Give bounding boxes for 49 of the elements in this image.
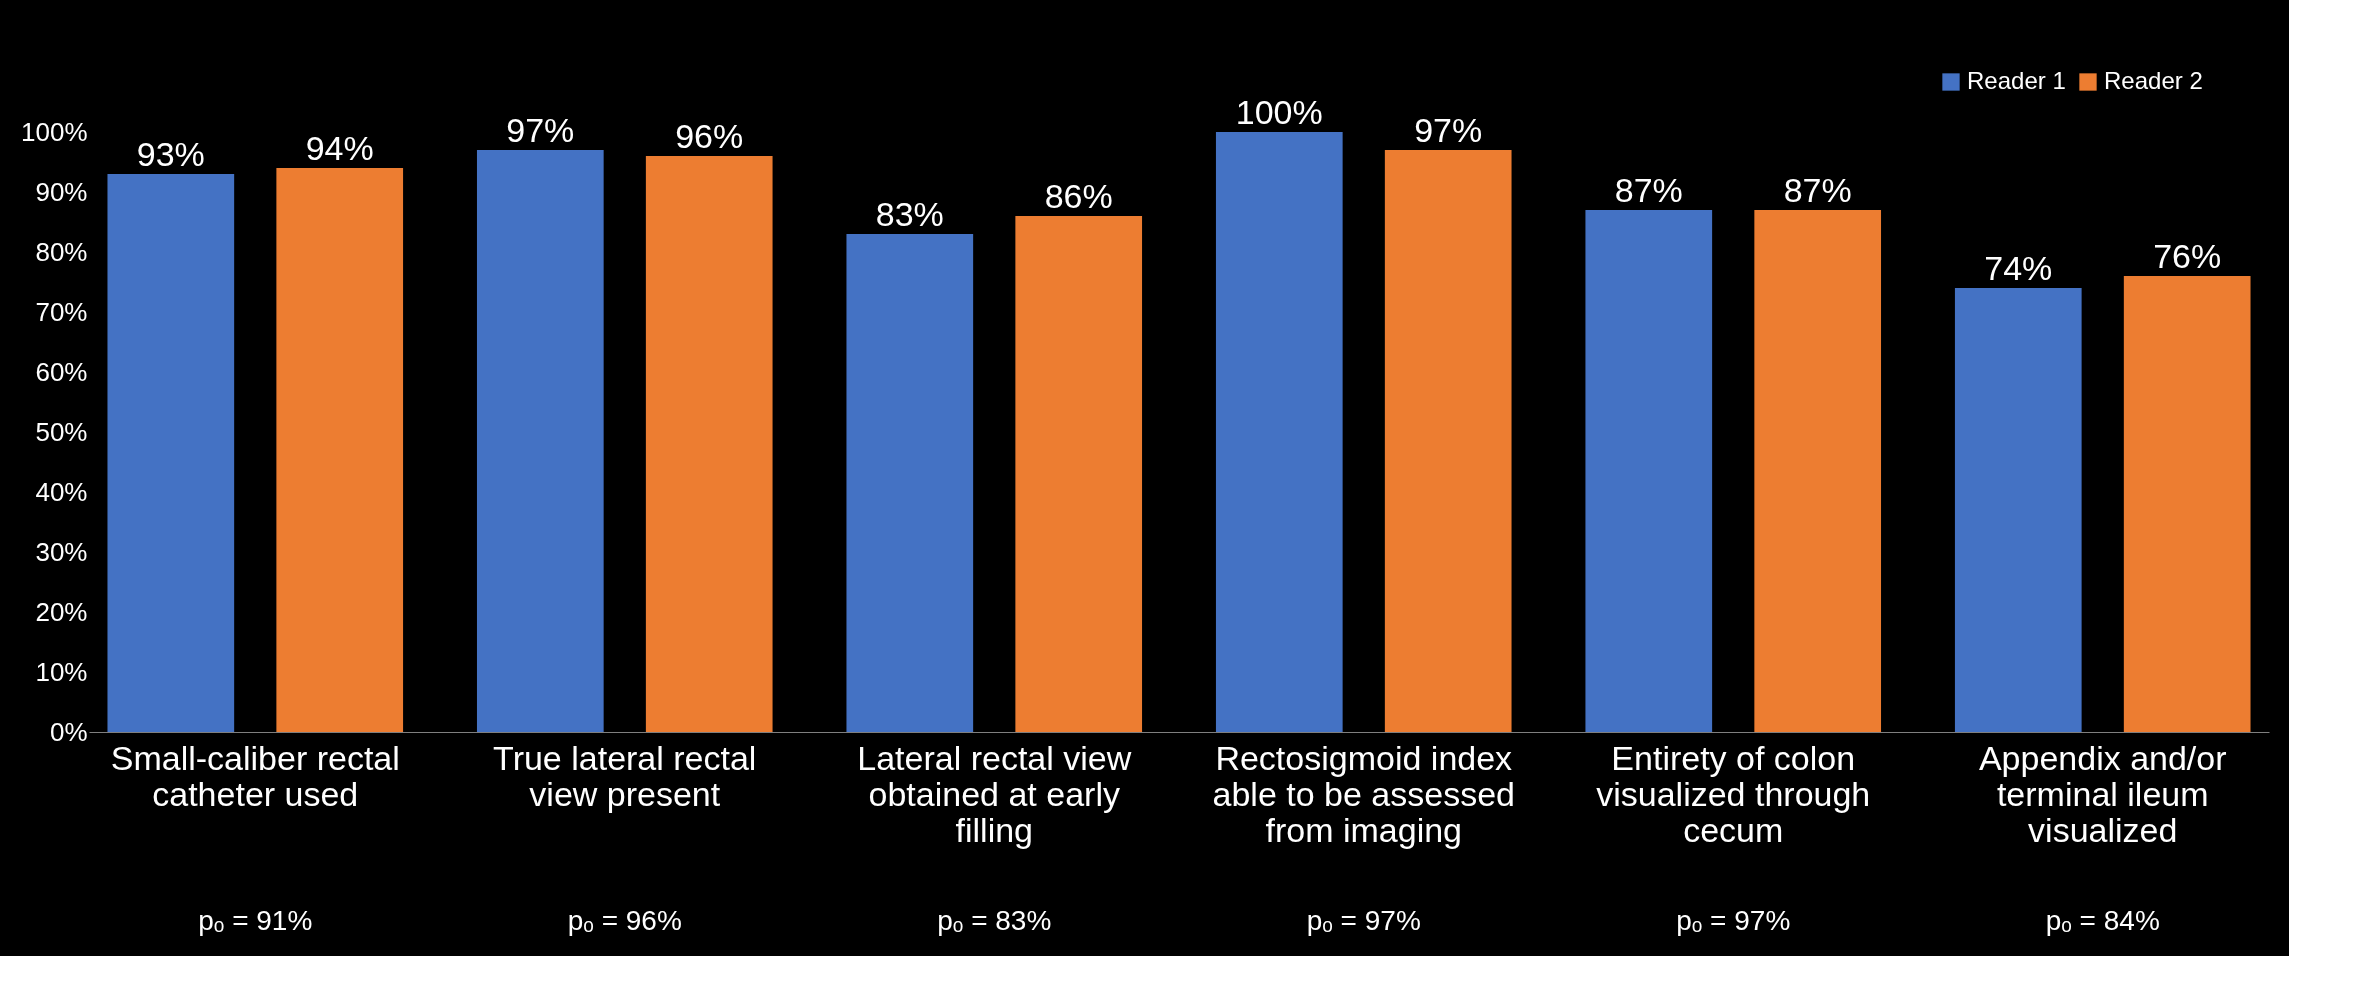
- text: pₒ = 97%: [1676, 905, 1791, 936]
- data-label: 97%: [506, 111, 575, 149]
- bar: [1954, 288, 2082, 732]
- legend-label: Reader 1: [1967, 67, 2066, 94]
- y-tick-label: 90%: [35, 176, 88, 207]
- x-tick-label: Appendix and/or terminal ileum visualized: [1978, 738, 2227, 849]
- data-label: 96%: [675, 117, 744, 155]
- legend-label: Reader 2: [2104, 67, 2203, 94]
- bar: [1215, 132, 1343, 732]
- data-label: 83%: [875, 195, 944, 233]
- bar: [1585, 210, 1713, 732]
- x-tick-label: Small-caliber rectal catheter used: [110, 738, 400, 813]
- y-tick-label: 20%: [35, 596, 88, 627]
- bar: [1015, 216, 1143, 732]
- y-tick-label: 10%: [35, 656, 88, 687]
- data-label: 93%: [136, 135, 205, 173]
- bar: [276, 168, 404, 732]
- y-tick-label: 40%: [35, 476, 88, 507]
- y-tick-label: 100%: [21, 116, 88, 147]
- y-tick-label: 0%: [49, 716, 88, 747]
- y-tick-label: 50%: [35, 416, 88, 447]
- data-label: 86%: [1044, 177, 1113, 215]
- data-label: 87%: [1783, 171, 1852, 209]
- y-tick-label: 70%: [35, 296, 88, 327]
- bar: [1754, 210, 1882, 732]
- y-tick-label: 80%: [35, 236, 88, 267]
- data-label: 87%: [1614, 171, 1683, 209]
- bar: [645, 156, 773, 732]
- bar: [476, 150, 604, 732]
- text: pₒ = 97%: [1306, 905, 1421, 936]
- text: pₒ = 96%: [567, 905, 682, 936]
- y-tick-label: 30%: [35, 536, 88, 567]
- text: pₒ = 91%: [198, 905, 313, 936]
- data-label: 76%: [2153, 237, 2222, 275]
- text: pₒ = 83%: [937, 905, 1052, 936]
- x-tick-label: True lateral rectal view present: [493, 738, 757, 813]
- data-label: 94%: [305, 129, 374, 167]
- bar: [1384, 150, 1512, 732]
- x-tick-label: Rectosigmoid index able to be assessed from imaging: [1212, 738, 1515, 849]
- y-tick-label: 60%: [35, 356, 88, 387]
- bar: [107, 174, 235, 732]
- bar: [2123, 276, 2251, 732]
- data-label: 100%: [1235, 93, 1323, 131]
- text: pₒ = 84%: [2045, 905, 2160, 936]
- bar: [846, 234, 974, 732]
- data-label: 74%: [1984, 249, 2053, 287]
- data-label: 97%: [1414, 111, 1483, 149]
- x-tick-label: Entirety of colon visualized through cecum: [1596, 738, 1871, 849]
- x-tick-label: Lateral rectal view obtained at early filling: [857, 738, 1132, 849]
